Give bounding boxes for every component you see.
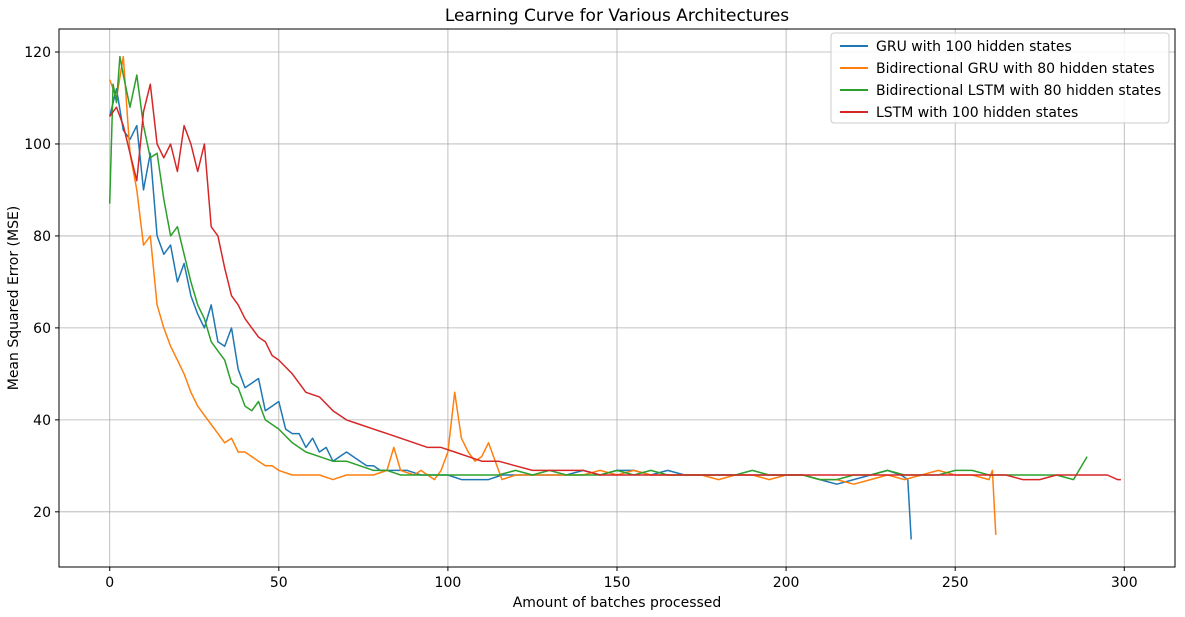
x-tick-label: 250 xyxy=(942,575,969,591)
y-tick-label: 60 xyxy=(33,321,51,337)
legend-entry-label: Bidirectional GRU with 80 hidden states xyxy=(876,61,1155,77)
series-line-2 xyxy=(108,55,997,535)
x-tick-label: 50 xyxy=(270,575,288,591)
legend-box xyxy=(830,32,1170,124)
series-line-4 xyxy=(109,83,1121,481)
legend-entry-label: Bidirectional LSTM with 80 hidden states xyxy=(876,83,1161,99)
y-axis-label: Mean Squared Error (MSE) xyxy=(6,206,22,391)
y-tick-label: 100 xyxy=(24,137,51,153)
x-tick-label: 150 xyxy=(604,575,631,591)
y-tick-label: 80 xyxy=(33,229,51,245)
x-tick-label: 200 xyxy=(773,575,800,591)
x-tick-label: 100 xyxy=(435,575,462,591)
chart-title: Learning Curve for Various Architectures xyxy=(445,6,789,26)
legend: GRU with 100 hidden states Bidirectional … xyxy=(830,32,1170,124)
legend-entry-label: GRU with 100 hidden states xyxy=(876,39,1072,55)
x-tick-label: 0 xyxy=(105,575,114,591)
series-lines xyxy=(108,55,1121,540)
x-axis-label: Amount of batches processed xyxy=(513,595,722,611)
y-tick-label: 120 xyxy=(24,45,51,61)
y-tick-label: 20 xyxy=(33,505,51,521)
axis-ticks: 0 50 100 150 200 250 300 20 40 60 80 100 120 xyxy=(24,45,1137,591)
x-tick-label: 300 xyxy=(1111,575,1138,591)
y-tick-label: 40 xyxy=(33,413,51,429)
legend-entry-label: LSTM with 100 hidden states xyxy=(876,105,1078,121)
